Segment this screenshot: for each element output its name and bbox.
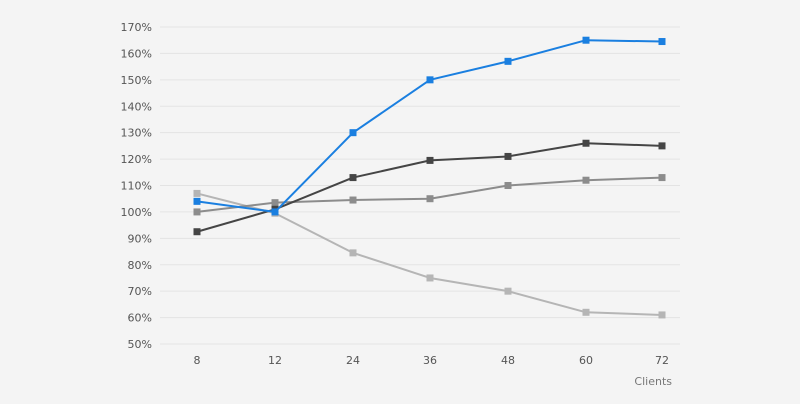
y-tick-label: 170%: [121, 21, 152, 34]
y-tick-label: 90%: [128, 232, 152, 245]
series-line: [196, 176, 663, 213]
data-point: [193, 197, 201, 205]
data-point: [582, 36, 590, 44]
data-point: [271, 208, 279, 216]
y-tick-label: 140%: [121, 100, 152, 113]
y-tick-label: 130%: [121, 127, 152, 140]
data-point: [349, 174, 357, 182]
x-tick-label: 48: [501, 354, 515, 367]
data-point: [193, 228, 201, 236]
data-point: [658, 174, 666, 182]
data-point: [658, 142, 666, 150]
data-point: [426, 274, 434, 282]
data-point: [193, 208, 201, 216]
y-tick-label: 60%: [128, 312, 152, 325]
y-tick-label: 160%: [121, 47, 152, 60]
gridlines: [160, 26, 680, 345]
x-tick-label: 8: [194, 354, 201, 367]
x-tick-label: 60: [579, 354, 593, 367]
series-line: [196, 39, 663, 213]
x-axis-label: Clients: [634, 375, 672, 388]
data-point: [582, 139, 590, 147]
series-group: [193, 36, 666, 319]
data-point: [426, 195, 434, 203]
data-point: [349, 129, 357, 137]
x-tick-label: 24: [346, 354, 360, 367]
data-point: [349, 196, 357, 204]
data-point: [426, 76, 434, 84]
x-axis: 8 12 24 36 48 60 72: [194, 354, 670, 367]
y-axis: 50% 60% 70% 80% 90% 100% 110% 120% 130% 140% 150% 1…: [121, 21, 152, 351]
series-1: [193, 36, 666, 216]
data-point: [504, 152, 512, 160]
data-point: [349, 249, 357, 257]
y-tick-label: 50%: [128, 338, 152, 351]
series-line: [196, 142, 663, 233]
data-point: [504, 182, 512, 189]
data-point: [658, 311, 666, 319]
y-tick-label: 110%: [121, 180, 152, 193]
data-point: [271, 199, 279, 207]
x-tick-label: 36: [423, 354, 437, 367]
data-point: [504, 287, 512, 295]
y-tick-label: 120%: [121, 153, 152, 166]
data-point: [193, 189, 201, 197]
data-point: [426, 156, 434, 164]
series-3: [193, 174, 666, 216]
y-tick-label: 80%: [128, 259, 152, 272]
x-tick-label: 12: [268, 354, 282, 367]
y-tick-label: 70%: [128, 285, 152, 298]
series-4: [193, 189, 666, 319]
data-point: [504, 57, 512, 65]
x-tick-label: 72: [655, 354, 669, 367]
series-2: [193, 139, 666, 236]
data-point: [582, 308, 590, 316]
data-point: [582, 176, 590, 184]
y-tick-label: 150%: [121, 74, 152, 87]
y-tick-label: 100%: [121, 206, 152, 219]
data-point: [658, 38, 666, 46]
